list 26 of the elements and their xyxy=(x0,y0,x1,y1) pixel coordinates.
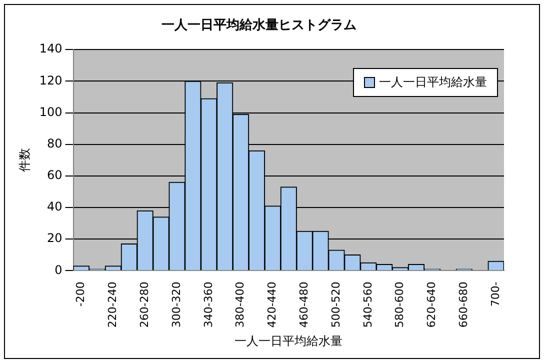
y-tick-label: 40 xyxy=(47,200,62,214)
y-tick-label: 100 xyxy=(39,104,62,119)
x-tick-label: 300-320 xyxy=(170,282,183,328)
x-tick-label: 260-280 xyxy=(138,282,151,328)
legend-label: 一人一日平均給水量 xyxy=(379,74,487,91)
y-tick-label: 20 xyxy=(47,231,62,246)
y-tick-label: 140 xyxy=(39,42,62,56)
x-tick-label: -200 xyxy=(74,282,88,307)
x-tick-label: 660-680 xyxy=(456,282,470,328)
x-tick-label: 380-400 xyxy=(234,282,247,328)
x-tick-label: 700- xyxy=(488,282,502,307)
y-tick-label: 60 xyxy=(47,168,62,182)
x-tick-label: 420-440 xyxy=(266,282,279,328)
x-tick-label: 620-640 xyxy=(425,282,438,328)
y-tick-label: 0 xyxy=(54,262,62,277)
y-axis-title: 件数 xyxy=(17,148,32,172)
x-tick-label: 500-520 xyxy=(329,282,342,328)
chart-title: 一人一日平均給水量ヒストグラム xyxy=(162,18,356,34)
x-tick-label: 580-600 xyxy=(393,282,406,328)
x-tick-label: 540-560 xyxy=(361,282,374,328)
x-tick-label: 460-480 xyxy=(297,282,310,328)
x-axis-title: 一人一日平均給水量 xyxy=(234,334,343,348)
y-tick-label: 80 xyxy=(47,136,62,150)
x-tick-label: 220-240 xyxy=(106,282,120,328)
x-tick-label: 340-360 xyxy=(202,282,215,328)
y-tick-label: 120 xyxy=(39,73,62,88)
